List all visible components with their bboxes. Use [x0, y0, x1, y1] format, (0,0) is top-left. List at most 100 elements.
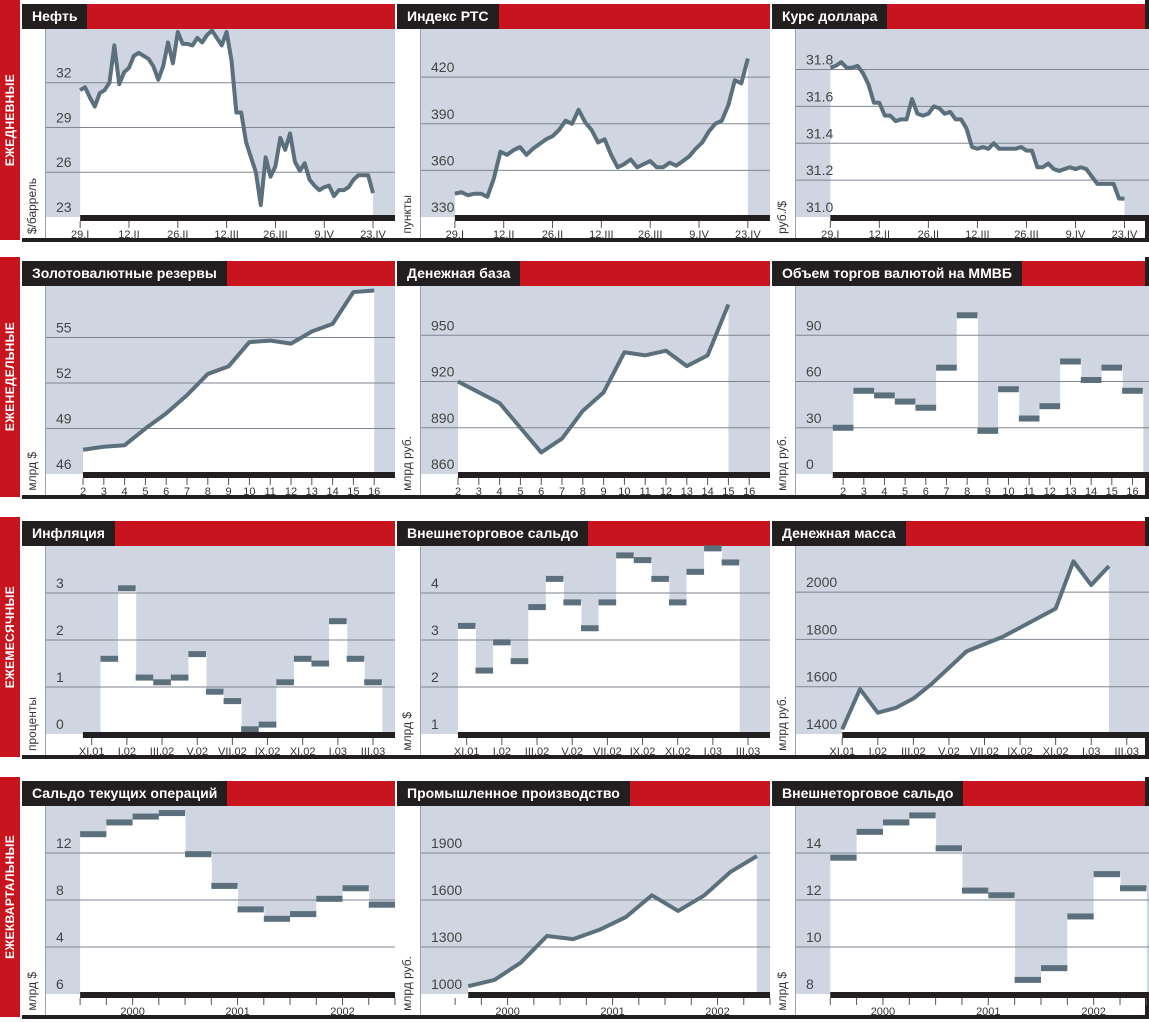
step-fill	[915, 407, 937, 474]
step-bar	[1060, 358, 1081, 365]
y-tick-label: 1600	[431, 882, 462, 898]
x-tick-label: 5	[517, 486, 523, 498]
chart-header: Золотовалютные резервы	[22, 261, 395, 286]
step-bar	[721, 559, 740, 566]
x-tick-label: III.03	[1115, 746, 1139, 758]
x-tick-label: 23.IV	[1112, 229, 1138, 241]
y-tick-label: 30	[806, 410, 822, 426]
step-fill	[258, 724, 277, 734]
step-fill	[832, 427, 854, 474]
unit-column: млрд $	[22, 286, 46, 495]
x-tick-label: 12.III	[589, 229, 613, 241]
chart-title: Курс доллара	[772, 4, 888, 29]
step-fill	[961, 890, 989, 994]
step-fill	[237, 909, 265, 994]
step-fill	[1080, 380, 1102, 474]
x-tick-label: XI.01	[79, 746, 105, 758]
step-bar	[223, 698, 242, 705]
step-bar	[211, 882, 238, 889]
unit-column: млрд $	[22, 806, 46, 1015]
step-bar	[563, 599, 581, 606]
x-tick-label: 14	[701, 486, 713, 498]
step-bar	[100, 655, 119, 662]
y-tick-label: 32	[56, 65, 72, 81]
x-tick-label: 7	[184, 486, 190, 498]
step-fill	[1122, 390, 1144, 474]
step-fill	[721, 562, 740, 734]
y-tick-label: 8	[806, 976, 814, 992]
chart-panel: Нефть $/баррель 23 26 29 32 29.I 12.II 26.II 12.I…	[22, 0, 395, 241]
step-fill	[545, 578, 564, 734]
y-tick-label: 8	[56, 882, 64, 898]
chart-title: Денежная база	[397, 261, 521, 286]
step-fill	[311, 663, 330, 734]
step-bar	[909, 812, 936, 819]
x-tick-label: III.02	[150, 746, 174, 758]
y-tick-label: 4	[56, 929, 64, 945]
row-period-label: ЕЖЕКВАРТАЛЬНЫЕ	[3, 835, 17, 959]
y-tick-label: 2000	[806, 574, 837, 590]
step-bar	[132, 813, 159, 820]
step-bar	[1040, 965, 1068, 972]
step-bar	[293, 655, 312, 662]
x-tick-label: 23.IV	[735, 229, 761, 241]
chart-plot: 46 49 52 55 2 3 4 5 6 7 8 9 10 11 12 13 14 15 16	[46, 286, 395, 498]
step-fill	[1101, 367, 1123, 474]
x-tick-label: 10	[243, 486, 255, 498]
chart-title: Сальдо текущих операций	[22, 781, 228, 806]
step-fill	[616, 555, 635, 734]
step-fill	[316, 898, 344, 994]
step-fill	[580, 628, 600, 734]
x-tick-label: XI.02	[665, 746, 691, 758]
y-tick-label: 14	[806, 835, 822, 851]
y-tick-label: 29	[56, 109, 72, 125]
x-tick-label: 29.I	[446, 229, 464, 241]
step-fill	[853, 390, 875, 474]
chart-title: Объем торгов валютой на ММВБ	[772, 261, 1022, 286]
unit-column: руб./$	[772, 29, 796, 238]
unit-column: пункты	[397, 29, 421, 238]
area-fill	[458, 304, 729, 474]
step-bar	[493, 639, 511, 646]
step-bar	[290, 911, 317, 918]
row-period-stripe: ЕЖЕНЕДЕЛЬНЫЕ	[0, 257, 20, 497]
y-tick-label: 31.2	[806, 162, 833, 178]
x-tick-label: I.02	[869, 746, 887, 758]
step-bar	[598, 599, 617, 606]
step-bar	[956, 312, 978, 319]
x-tick-label: 29.I	[821, 229, 839, 241]
chart-panel: Инфляция проценты 0 1 2 3 XI.01 I.02 III.02 V.02 V…	[22, 517, 395, 758]
chart-title: Нефть	[22, 4, 88, 29]
step-fill	[988, 895, 1016, 994]
step-fill	[1120, 888, 1147, 994]
x-tick-label: 11	[1023, 486, 1034, 498]
x-tick-label: 9.IV	[689, 229, 709, 241]
step-bar	[258, 721, 277, 728]
y-tick-label: 1400	[806, 716, 837, 732]
x-tick-label: 23.IV	[360, 229, 386, 241]
y-tick-label: 420	[431, 59, 455, 75]
x-tick-label: 10	[1002, 486, 1014, 498]
x-tick-label: 2	[455, 486, 461, 498]
step-fill	[935, 848, 963, 994]
step-bar	[651, 575, 669, 582]
y-tick-label: 1	[56, 669, 64, 685]
x-tick-label: VII.02	[970, 746, 999, 758]
step-bar	[475, 667, 494, 674]
step-bar	[830, 854, 857, 861]
step-bar	[1122, 387, 1143, 394]
step-fill	[830, 857, 858, 994]
y-tick-label: 390	[431, 106, 455, 122]
step-fill	[856, 831, 884, 994]
step-bar	[457, 622, 476, 629]
step-fill	[211, 885, 239, 994]
chart-title: Денежная масса	[772, 521, 906, 546]
x-tick-label: I.02	[118, 746, 136, 758]
x-tick-label: 12.II	[493, 229, 514, 241]
x-tick-label: 9.IV	[1066, 229, 1086, 241]
x-tick-label: 12.II	[869, 229, 890, 241]
chart-header: Денежная база	[397, 261, 770, 286]
step-bar	[342, 885, 369, 892]
x-tick-label: 4	[122, 486, 128, 498]
x-tick-label: 12.III	[965, 229, 989, 241]
